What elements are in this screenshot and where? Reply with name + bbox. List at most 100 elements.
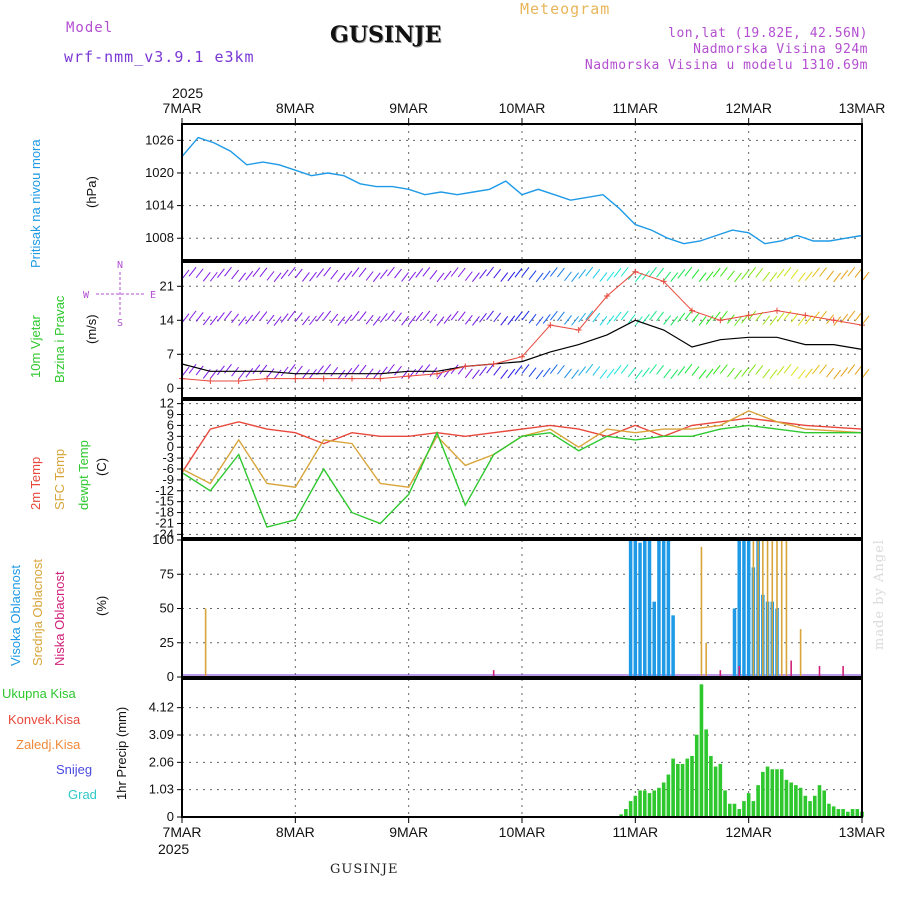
cloud-high-bar	[628, 540, 633, 677]
cloud-low-bar	[738, 666, 741, 677]
gust-marker	[377, 375, 384, 382]
ytick-temperature-12: -24	[155, 526, 174, 541]
ytick-precip-4: 4.12	[149, 700, 174, 715]
gust-marker	[774, 307, 780, 314]
wind-barb	[245, 314, 254, 325]
wind-barb	[599, 316, 608, 326]
wind-barb	[826, 314, 834, 324]
wind-barb	[620, 267, 629, 277]
footer-title: GUSINJE	[330, 862, 399, 877]
cloud-high-bar	[732, 608, 737, 677]
ytick-clouds-0: 0	[167, 669, 174, 684]
precip-bar	[751, 801, 756, 817]
precip-bar	[761, 771, 765, 817]
wind-barb	[663, 315, 672, 325]
wind-barb	[252, 311, 261, 321]
date-bottom-10MAR: 10MAR	[499, 824, 546, 840]
wind-barb	[847, 310, 856, 321]
precip-bar	[704, 729, 708, 817]
wind-barb	[181, 366, 190, 377]
wind-barb	[259, 311, 268, 321]
date-top-13MAR: 13MAR	[839, 100, 886, 116]
wind-barb	[309, 315, 317, 326]
ytick-wind-1: 7	[167, 346, 174, 361]
wind-barb	[507, 368, 516, 379]
wind-barb	[464, 315, 473, 325]
precip-bar	[737, 809, 742, 817]
precip-bar	[742, 801, 746, 817]
wind-barb	[861, 368, 870, 379]
wind-barb	[422, 266, 431, 277]
wind-barb	[727, 367, 735, 378]
ytick-temperature-1: 9	[167, 407, 174, 422]
wind-barb	[372, 272, 381, 283]
cloud-mid-bar	[752, 540, 755, 677]
ytick-precip-1: 1.03	[149, 782, 174, 797]
ytick-temperature-9: -15	[155, 494, 174, 509]
precip-bar	[850, 809, 855, 817]
wind-barb	[372, 369, 381, 380]
wind-barb	[549, 364, 558, 374]
wind-barb	[797, 369, 806, 380]
precip-bar	[784, 779, 789, 817]
wind-barb	[358, 267, 367, 278]
precip-bar	[624, 809, 628, 817]
cloud-high-bar	[638, 542, 642, 677]
wind-barb	[443, 270, 452, 281]
cloud-mid-bar	[762, 540, 764, 677]
ytick-wind-3: 21	[160, 278, 174, 293]
wind-barb	[734, 316, 742, 326]
wind-barb	[379, 366, 388, 377]
wind-barb	[245, 270, 254, 281]
wind-barb	[472, 272, 480, 283]
precip-ylabel: 1hr Precip (mm)	[114, 707, 129, 800]
wind-barb	[188, 266, 197, 277]
ytick-temperature-6: -6	[162, 461, 174, 476]
wind-barb	[500, 369, 509, 379]
wind-barb	[252, 364, 261, 375]
wind-barb	[394, 365, 402, 376]
wind-barb	[677, 268, 686, 279]
wind-barb	[209, 271, 218, 282]
cloud-mid-bar	[799, 629, 802, 677]
wind-barb	[797, 272, 806, 283]
precip-bar	[690, 755, 694, 817]
wind-barb	[323, 364, 332, 374]
legend-zaledj-kisa: Zaledj.Kisa	[16, 737, 81, 752]
wind-barb	[769, 272, 778, 282]
wind-barb	[514, 365, 523, 375]
wind-barb	[698, 369, 707, 380]
wind-barb	[372, 316, 381, 326]
wind-barb	[585, 310, 594, 321]
wind-barb	[443, 314, 452, 324]
wind-barb	[854, 311, 863, 322]
gust-marker	[745, 312, 752, 319]
precip-bar	[661, 782, 666, 817]
wind-barb	[514, 268, 523, 278]
precip-bar	[846, 811, 850, 817]
wind-barb	[755, 268, 764, 278]
wind-barb	[734, 272, 742, 283]
wind-barb	[472, 369, 480, 380]
ytick-temperature-2: 6	[167, 417, 174, 432]
cloud-high-label: Visoka Oblacnost	[8, 565, 23, 666]
cloud-ylabel: (%)	[94, 596, 109, 616]
date-bottom-8MAR: 8MAR	[276, 824, 315, 840]
wind-barb	[507, 271, 516, 282]
wind-barb	[748, 266, 757, 277]
wind-barb	[252, 267, 261, 277]
precip-bar	[812, 795, 817, 817]
wind-barb	[181, 269, 190, 280]
wind-barb	[571, 369, 579, 380]
precip-bar	[779, 769, 784, 817]
wind-barb	[656, 365, 664, 375]
legend-snijeg: Snijeg	[56, 762, 92, 777]
panel-frame-1	[181, 261, 863, 399]
wind-barb	[535, 272, 544, 283]
cloud-low-bar	[790, 660, 792, 677]
precip-bar	[723, 790, 727, 817]
wind-barb	[691, 269, 700, 279]
sfc-temp-label: SFC Temp	[52, 449, 67, 510]
wind-barb	[819, 364, 827, 374]
wind-barb	[826, 270, 834, 281]
